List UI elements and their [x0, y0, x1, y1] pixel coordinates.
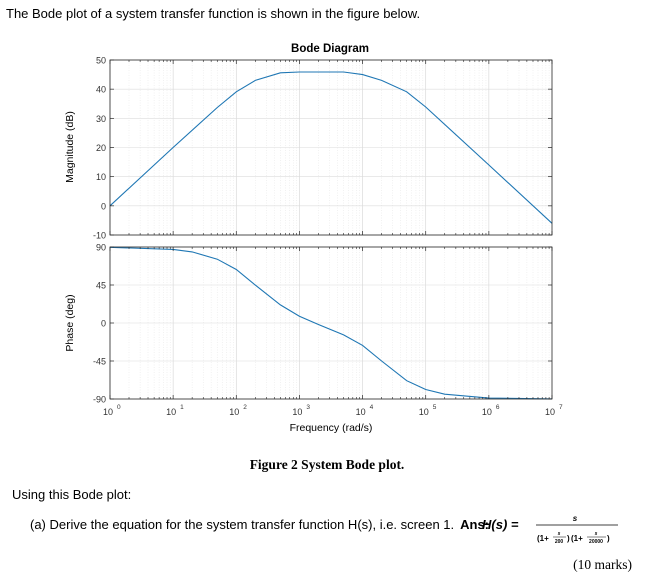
answer-numerator: s: [573, 514, 578, 523]
answer-den-2-prefix: (1+: [571, 534, 583, 543]
question-a-text: (a) Derive the equation for the system t…: [30, 517, 455, 532]
x-tick-exponent: 3: [306, 404, 310, 411]
x-tick-label: 10: [103, 407, 113, 417]
intro-text: The Bode plot of a system transfer funct…: [6, 6, 421, 21]
magnitude-series-line: [109, 71, 553, 224]
frequency-xlabel: Frequency (rad/s): [290, 422, 373, 434]
figure-caption: Figure 2 System Bode plot.: [249, 457, 405, 472]
x-tick-exponent: 2: [243, 404, 247, 411]
marks-text: (10 marks): [573, 557, 632, 572]
x-tick-exponent: 5: [433, 404, 437, 411]
x-tick-label: 10: [166, 407, 176, 417]
x-tick-label: 10: [356, 407, 366, 417]
x-tick-label: 10: [545, 407, 555, 417]
x-tick-exponent: 4: [370, 404, 374, 411]
answer-den-1-suffix: ): [567, 534, 570, 543]
line-layer: [109, 71, 553, 400]
answer-den-1-num: s: [558, 531, 561, 537]
question-a: (a) Derive the equation for the system t…: [30, 517, 489, 532]
x-tick-label: 10: [482, 407, 492, 417]
magnitude-y-tick-label: 20: [96, 143, 106, 153]
x-tick-exponent: 7: [559, 404, 563, 411]
using-text: Using this Bode plot:: [12, 487, 132, 502]
x-tick-exponent: 6: [496, 404, 500, 411]
phase-y-tick-label: 45: [96, 281, 106, 291]
magnitude-y-tick-label: 50: [96, 56, 106, 66]
magnitude-y-tick-label: -10: [93, 231, 106, 241]
x-tick-label: 10: [229, 407, 239, 417]
magnitude-y-tick-label: 40: [96, 85, 106, 95]
bode-diagram-figure: Bode Diagram 50403020100-1090450-45-9010…: [64, 43, 563, 434]
answer-den-2-den: 20000: [589, 539, 603, 545]
answer-den-2-num: s: [595, 531, 598, 537]
chart-title: Bode Diagram: [291, 43, 369, 55]
phase-y-tick-label: 90: [96, 243, 106, 253]
answer-label: Ans:: [460, 517, 490, 532]
x-tick-exponent: 1: [180, 404, 184, 411]
phase-y-tick-label: 0: [101, 319, 106, 329]
x-tick-label: 10: [292, 407, 302, 417]
x-tick-label: 10: [419, 407, 429, 417]
magnitude-y-tick-label: 30: [96, 114, 106, 124]
phase-y-tick-label: -90: [93, 395, 106, 405]
magnitude-ylabel: Magnitude (dB): [64, 111, 76, 183]
answer-den-2-suffix: ): [607, 534, 610, 543]
phase-ylabel: Phase (deg): [64, 294, 76, 351]
phase-y-tick-label: -45: [93, 357, 106, 367]
answer-den-1-den: 200: [555, 539, 564, 545]
phase-series-line: [109, 246, 553, 400]
answer-den-1-prefix: (1+: [537, 534, 549, 543]
magnitude-y-tick-label: 0: [101, 201, 106, 211]
magnitude-y-tick-label: 10: [96, 172, 106, 182]
x-tick-exponent: 0: [117, 404, 121, 411]
